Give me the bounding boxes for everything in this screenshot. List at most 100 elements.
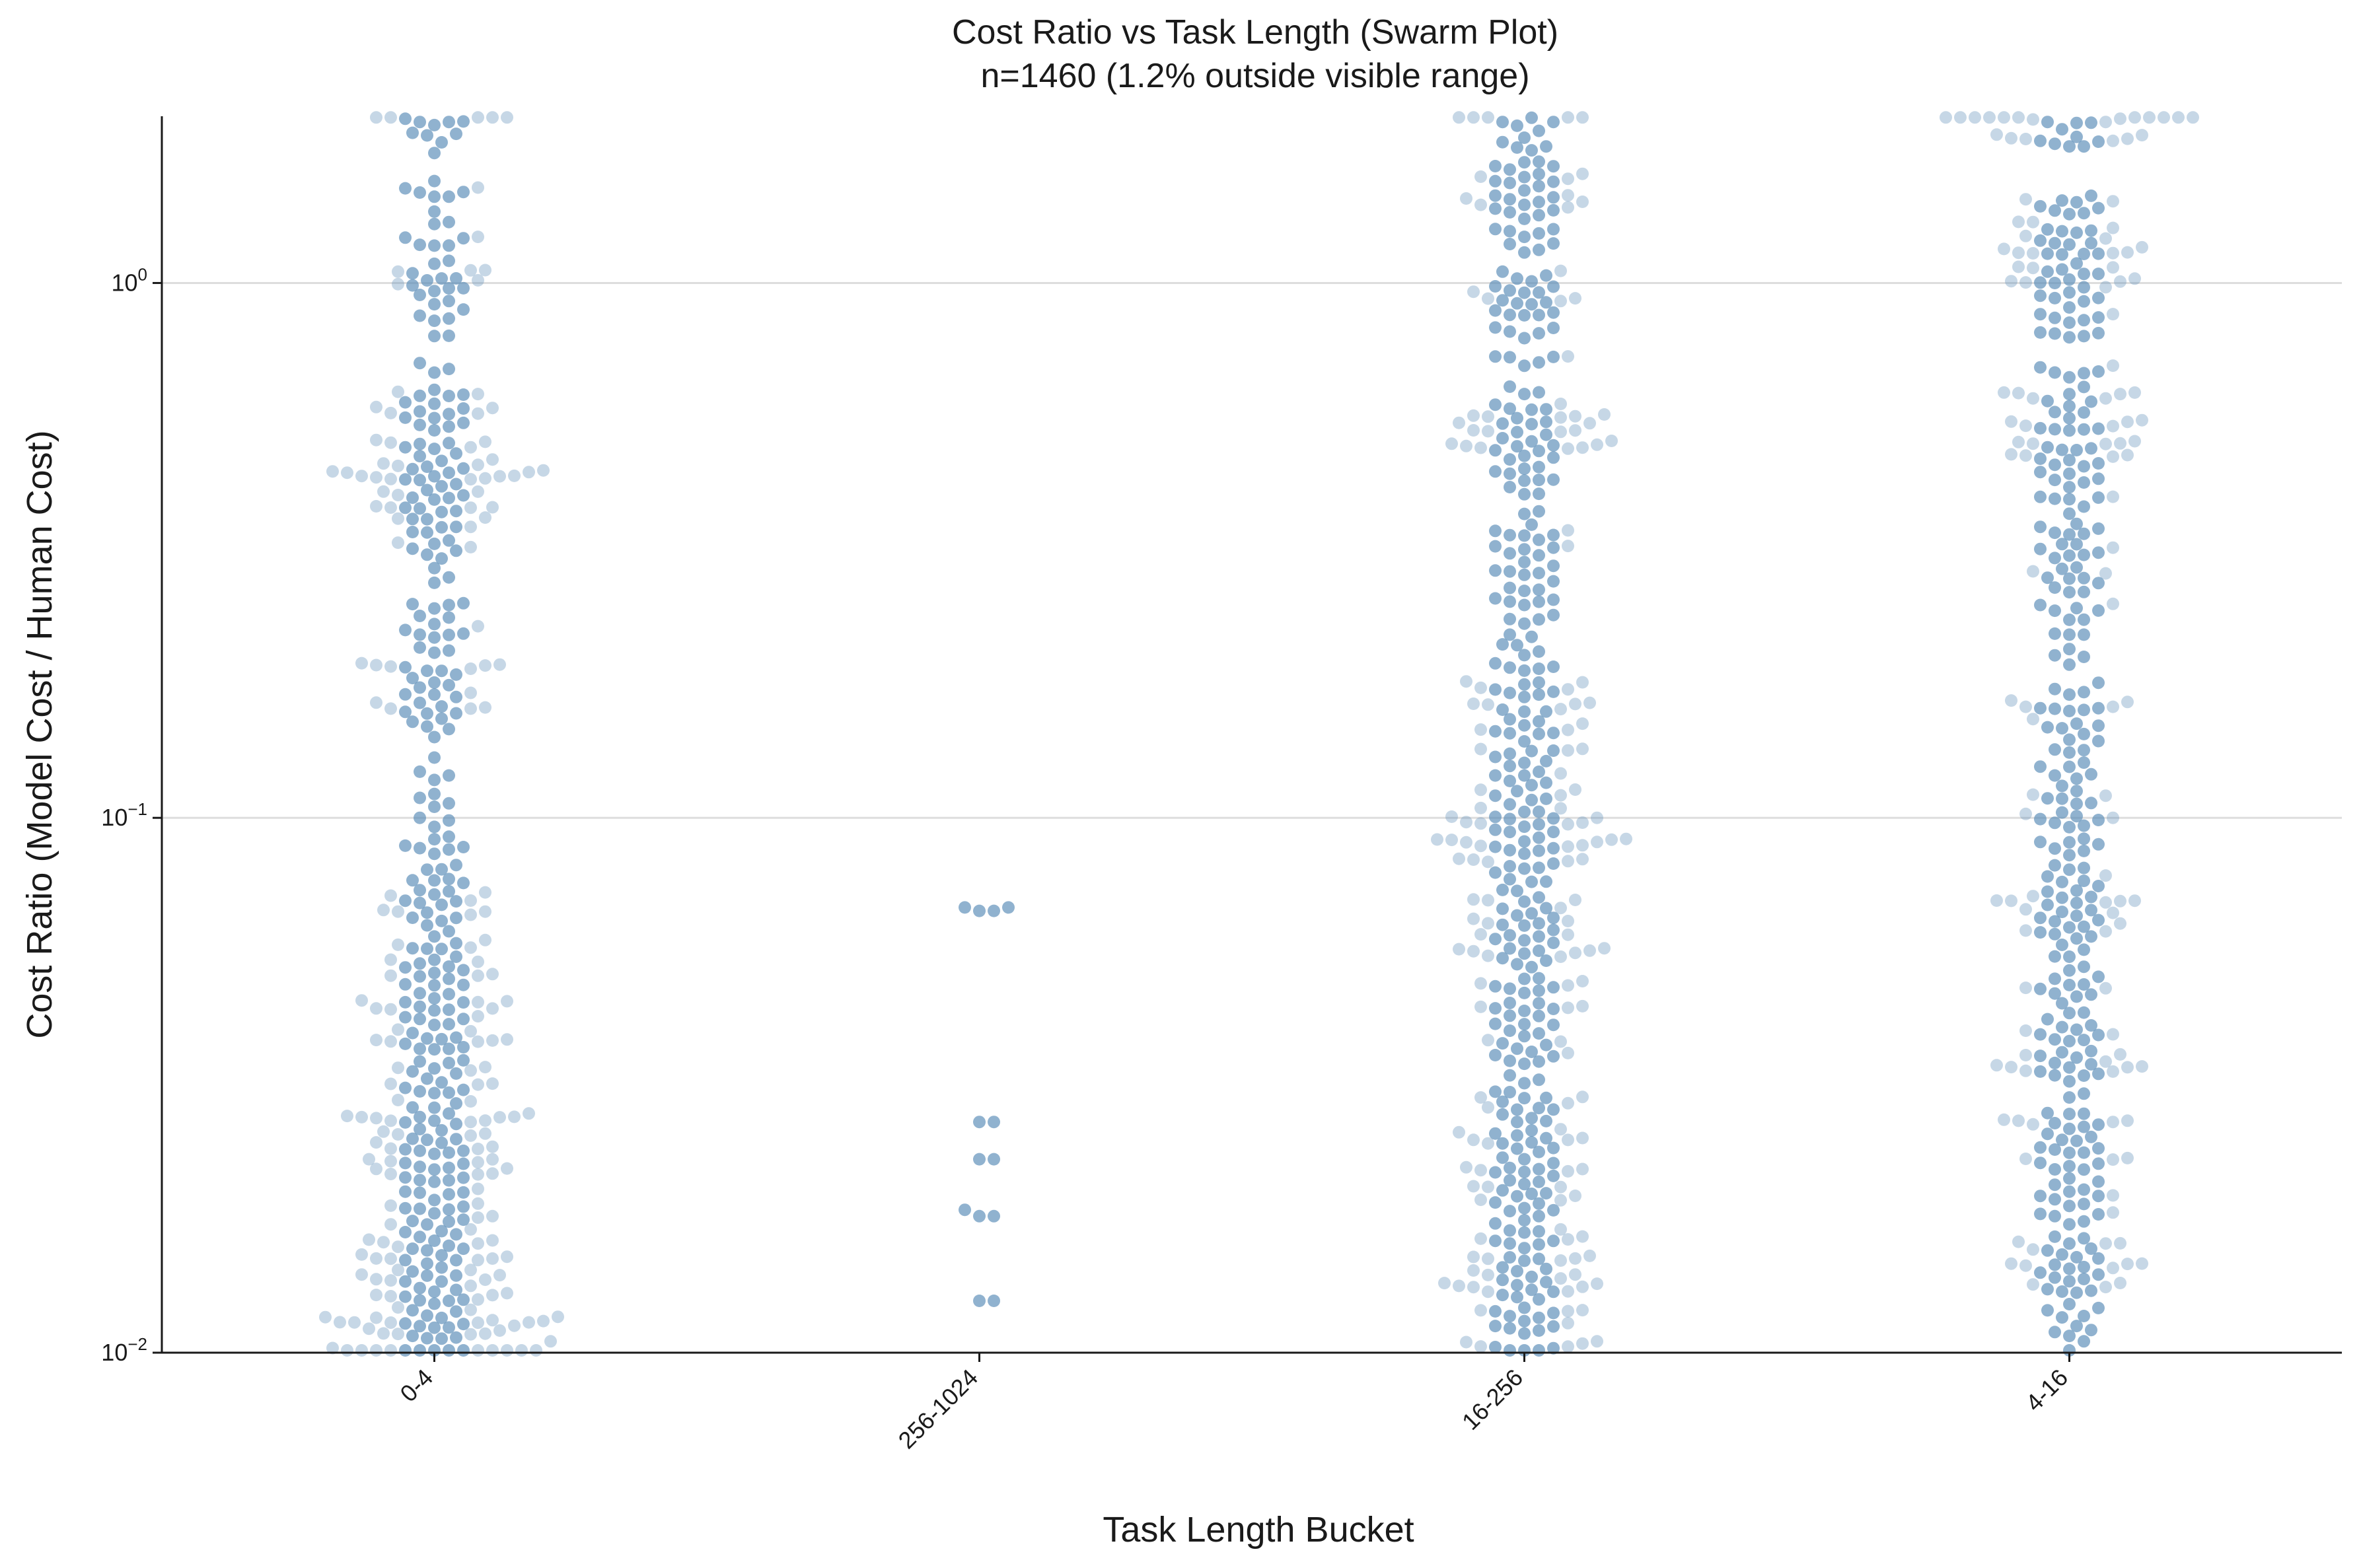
data-point bbox=[1547, 923, 1560, 937]
data-point bbox=[1504, 1009, 1516, 1022]
data-point bbox=[1474, 817, 1487, 830]
data-point bbox=[1533, 1073, 1545, 1087]
data-point bbox=[2063, 238, 2076, 251]
data-point bbox=[1518, 1018, 1531, 1031]
data-point bbox=[1533, 891, 1545, 904]
data-point bbox=[1489, 223, 1502, 236]
data-point bbox=[479, 1114, 491, 1127]
data-point bbox=[2136, 413, 2148, 427]
data-point bbox=[2121, 415, 2134, 429]
data-point bbox=[472, 231, 484, 244]
data-point bbox=[1504, 453, 1516, 466]
data-point bbox=[443, 312, 455, 325]
data-point bbox=[2041, 1127, 2054, 1141]
data-point bbox=[421, 274, 433, 287]
data-point bbox=[457, 115, 470, 128]
data-point bbox=[2078, 367, 2090, 380]
data-point bbox=[2078, 571, 2090, 585]
data-point bbox=[443, 611, 455, 624]
data-point bbox=[450, 127, 462, 141]
data-point bbox=[472, 1168, 484, 1181]
data-point bbox=[450, 707, 462, 720]
data-point bbox=[384, 1252, 397, 1265]
data-point bbox=[1518, 705, 1531, 718]
data-point bbox=[501, 1033, 513, 1046]
data-point bbox=[406, 1101, 419, 1114]
data-point bbox=[2063, 207, 2076, 221]
data-point bbox=[1554, 1272, 1567, 1285]
data-point bbox=[443, 282, 455, 295]
data-point bbox=[1540, 269, 1552, 282]
data-point bbox=[443, 1239, 455, 1252]
data-point bbox=[501, 1162, 513, 1175]
data-point bbox=[428, 411, 441, 425]
data-point bbox=[1547, 350, 1560, 363]
data-point bbox=[2027, 262, 2039, 275]
data-point bbox=[2114, 437, 2126, 450]
data-point bbox=[2078, 874, 2090, 888]
data-point bbox=[2056, 1020, 2068, 1034]
data-point bbox=[2012, 260, 2025, 273]
data-point bbox=[392, 1094, 404, 1106]
data-point bbox=[1504, 860, 1516, 873]
data-point bbox=[472, 1344, 484, 1357]
data-point bbox=[1547, 1306, 1560, 1320]
data-point bbox=[450, 1228, 462, 1241]
data-point bbox=[428, 1175, 441, 1188]
data-point bbox=[1518, 529, 1531, 542]
data-point bbox=[1467, 1250, 1480, 1264]
data-point bbox=[1533, 474, 1545, 487]
data-point bbox=[1562, 744, 1574, 757]
data-point bbox=[2034, 326, 2047, 339]
data-point bbox=[1482, 1180, 1494, 1194]
data-point bbox=[443, 1018, 455, 1031]
data-point bbox=[1518, 895, 1531, 908]
data-point bbox=[1576, 196, 1589, 208]
data-point bbox=[1504, 284, 1516, 297]
data-point bbox=[1562, 524, 1574, 537]
data-point bbox=[2063, 1091, 2076, 1104]
data-point bbox=[2107, 811, 2119, 824]
data-point bbox=[1518, 308, 1531, 322]
data-point bbox=[457, 462, 470, 475]
data-point bbox=[428, 314, 441, 328]
data-point bbox=[2092, 422, 2105, 435]
data-point bbox=[2049, 915, 2061, 928]
data-point bbox=[414, 1186, 426, 1199]
data-point bbox=[523, 1107, 535, 1120]
data-point bbox=[406, 462, 419, 476]
data-point bbox=[2078, 1310, 2090, 1322]
data-point bbox=[1547, 223, 1560, 236]
data-point bbox=[457, 416, 470, 429]
data-point bbox=[1511, 958, 1523, 971]
data-point bbox=[1511, 1142, 1523, 1155]
data-point bbox=[1518, 617, 1531, 630]
data-point bbox=[2034, 276, 2047, 289]
data-point bbox=[457, 1344, 470, 1357]
data-point bbox=[1002, 901, 1015, 914]
data-point bbox=[1591, 811, 1603, 824]
data-point bbox=[406, 911, 419, 924]
data-point bbox=[2027, 437, 2039, 450]
data-point bbox=[370, 471, 382, 484]
data-point bbox=[1525, 744, 1538, 758]
data-point bbox=[443, 420, 455, 433]
data-point bbox=[370, 1344, 382, 1357]
data-point bbox=[428, 147, 441, 160]
data-point bbox=[2085, 988, 2097, 1001]
data-point bbox=[493, 1111, 506, 1124]
data-point bbox=[472, 1035, 484, 1048]
data-point bbox=[1504, 612, 1516, 625]
data-point bbox=[1518, 769, 1531, 782]
data-point bbox=[479, 1127, 491, 1140]
data-point bbox=[2092, 734, 2105, 748]
data-point bbox=[428, 930, 441, 943]
data-point bbox=[428, 576, 441, 589]
data-point bbox=[1504, 982, 1516, 995]
data-point bbox=[435, 1332, 448, 1345]
data-point bbox=[1504, 812, 1516, 826]
data-point bbox=[414, 765, 426, 778]
data-point bbox=[1540, 1187, 1552, 1200]
data-point bbox=[2099, 925, 2112, 938]
data-point bbox=[1518, 1077, 1531, 1090]
